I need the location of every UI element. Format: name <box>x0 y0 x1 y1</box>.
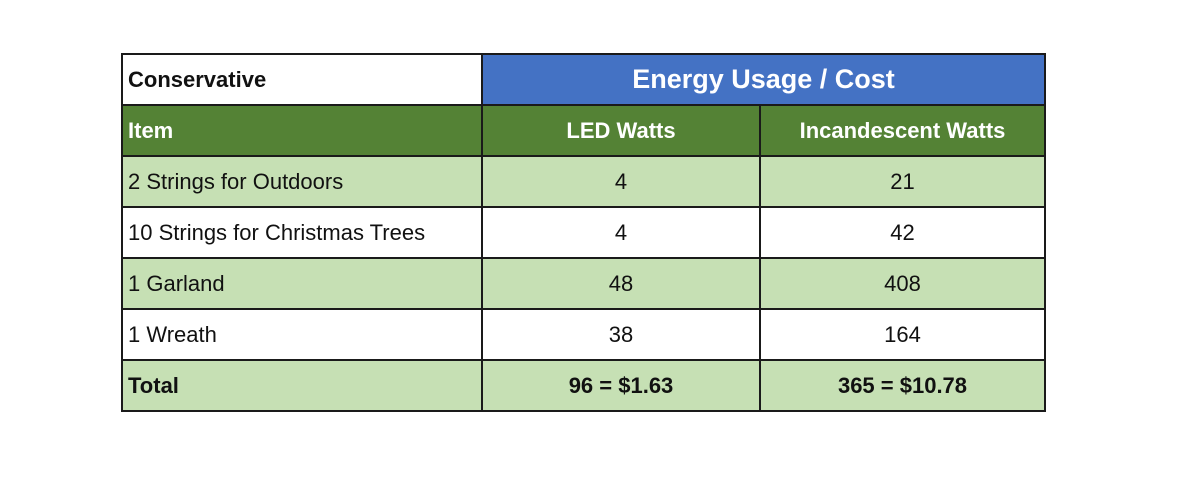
table-body: Conservative Energy Usage / Cost Item LED… <box>121 53 1046 412</box>
title-row: Conservative Energy Usage / Cost <box>121 53 1046 106</box>
table-title: Conservative <box>121 53 483 106</box>
data-row: 10 Strings for Christmas Trees 4 42 <box>121 206 1046 259</box>
group-header: Energy Usage / Cost <box>481 53 1046 106</box>
data-row: 1 Wreath 38 164 <box>121 308 1046 361</box>
cell: Incandescent Watts <box>759 104 1046 157</box>
cell: 408 <box>759 257 1046 310</box>
row-label: 10 Strings for Christmas Trees <box>121 206 483 259</box>
header-row: Item LED Watts Incandescent Watts <box>121 104 1046 157</box>
cell: 48 <box>481 257 761 310</box>
energy-table: Conservative Energy Usage / Cost Item LED… <box>121 53 1046 412</box>
cell: 164 <box>759 308 1046 361</box>
cell: LED Watts <box>481 104 761 157</box>
cell: 38 <box>481 308 761 361</box>
row-label: Total <box>121 359 483 412</box>
row-label: Item <box>121 104 483 157</box>
cell: 96 = $1.63 <box>481 359 761 412</box>
cell: 21 <box>759 155 1046 208</box>
row-label: 1 Wreath <box>121 308 483 361</box>
total-row: Total 96 = $1.63 365 = $10.78 <box>121 359 1046 412</box>
cell: 4 <box>481 206 761 259</box>
row-label: 2 Strings for Outdoors <box>121 155 483 208</box>
data-row: 2 Strings for Outdoors 4 21 <box>121 155 1046 208</box>
table-container: Conservative Energy Usage / Cost Item LED… <box>121 53 1046 412</box>
cell: 42 <box>759 206 1046 259</box>
cell: 4 <box>481 155 761 208</box>
data-row: 1 Garland 48 408 <box>121 257 1046 310</box>
row-label: 1 Garland <box>121 257 483 310</box>
cell: 365 = $10.78 <box>759 359 1046 412</box>
